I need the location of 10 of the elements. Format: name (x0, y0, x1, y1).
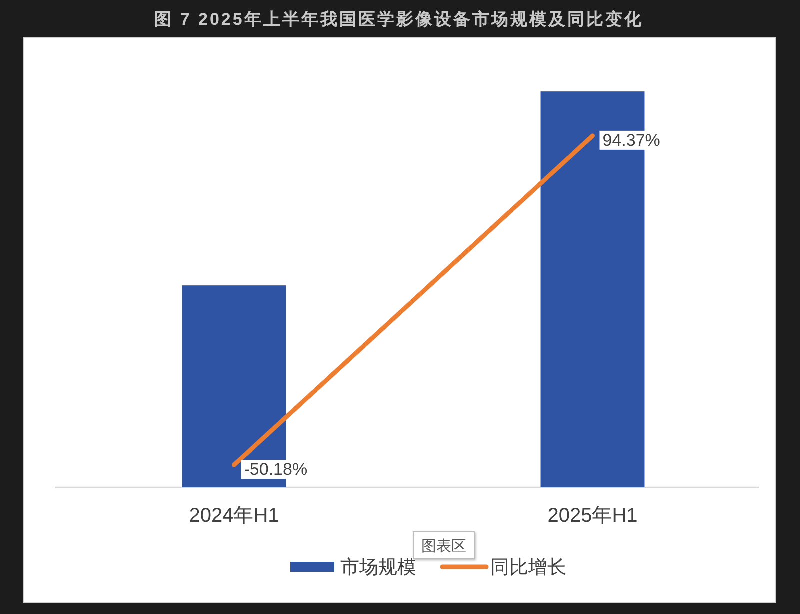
x-tick-label: 2025年H1 (548, 505, 638, 527)
value-label: 94.37% (602, 130, 660, 150)
annotation: 图表区 (413, 532, 475, 560)
legend-item: 市场规模 (290, 558, 416, 578)
value-label: -50.18% (244, 460, 308, 480)
legend-label: 市场规模 (340, 556, 416, 578)
legend-item: 同比增长 (440, 558, 566, 578)
x-tick-label: 2024年H1 (189, 505, 280, 527)
legend-label: 同比增长 (490, 558, 566, 578)
title: 图 7 2025年上半年我国医学影像设备市场规模及同比变化 (154, 10, 644, 29)
